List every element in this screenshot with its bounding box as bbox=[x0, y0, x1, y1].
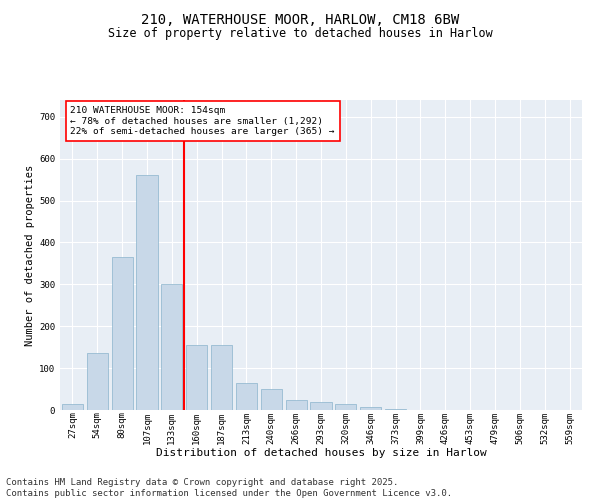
Bar bbox=[385, 408, 406, 410]
Bar bbox=[335, 404, 356, 410]
Bar bbox=[360, 406, 381, 410]
Bar bbox=[112, 257, 133, 410]
Bar bbox=[186, 345, 207, 410]
Bar bbox=[236, 383, 257, 410]
Bar bbox=[286, 400, 307, 410]
Bar bbox=[161, 284, 182, 410]
Bar bbox=[136, 176, 158, 410]
Y-axis label: Number of detached properties: Number of detached properties bbox=[25, 164, 35, 346]
X-axis label: Distribution of detached houses by size in Harlow: Distribution of detached houses by size … bbox=[155, 448, 487, 458]
Text: 210, WATERHOUSE MOOR, HARLOW, CM18 6BW: 210, WATERHOUSE MOOR, HARLOW, CM18 6BW bbox=[141, 12, 459, 26]
Text: 210 WATERHOUSE MOOR: 154sqm
← 78% of detached houses are smaller (1,292)
22% of : 210 WATERHOUSE MOOR: 154sqm ← 78% of det… bbox=[70, 106, 335, 136]
Bar bbox=[211, 345, 232, 410]
Bar bbox=[261, 389, 282, 410]
Text: Size of property relative to detached houses in Harlow: Size of property relative to detached ho… bbox=[107, 28, 493, 40]
Text: Contains HM Land Registry data © Crown copyright and database right 2025.
Contai: Contains HM Land Registry data © Crown c… bbox=[6, 478, 452, 498]
Bar bbox=[310, 402, 332, 410]
Bar bbox=[87, 354, 108, 410]
Bar bbox=[62, 404, 83, 410]
